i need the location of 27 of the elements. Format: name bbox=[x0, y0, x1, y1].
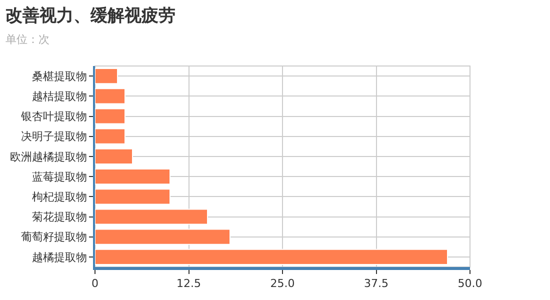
bar bbox=[95, 248, 448, 265]
y-tick-label: 蓝莓提取物 bbox=[32, 170, 87, 184]
chart-title: 改善视力、缓解视疲劳 bbox=[6, 5, 176, 26]
chart-subtitle: 单位：次 bbox=[6, 33, 50, 46]
bar bbox=[95, 168, 170, 185]
bar bbox=[95, 228, 230, 245]
bar bbox=[95, 88, 126, 104]
y-tick-label: 越桔提取物 bbox=[32, 90, 87, 103]
x-tick-label: 25.0 bbox=[270, 277, 295, 290]
y-tick-label: 桑椹提取物 bbox=[32, 70, 87, 83]
y-tick-label: 欧洲越橘提取物 bbox=[10, 150, 87, 164]
x-tick-label: 12.5 bbox=[176, 277, 201, 290]
bar bbox=[95, 128, 126, 144]
y-tick-label: 枸杞提取物 bbox=[32, 190, 87, 204]
y-tick-label: 越橘提取物 bbox=[32, 250, 87, 264]
x-tick-label: 0 bbox=[92, 277, 98, 290]
x-tick-label: 50.0 bbox=[458, 277, 482, 290]
bar bbox=[95, 188, 170, 205]
y-tick-label: 菊花提取物 bbox=[32, 210, 87, 224]
x-tick-label: 37.5 bbox=[364, 277, 388, 290]
bar bbox=[95, 108, 126, 124]
y-tick-label: 葡萄籽提取物 bbox=[20, 230, 87, 244]
bar bbox=[95, 208, 208, 225]
y-tick-label: 银杏叶提取物 bbox=[20, 110, 87, 124]
bar bbox=[95, 68, 118, 84]
y-tick-label: 决明子提取物 bbox=[20, 130, 87, 144]
bar bbox=[95, 148, 133, 164]
